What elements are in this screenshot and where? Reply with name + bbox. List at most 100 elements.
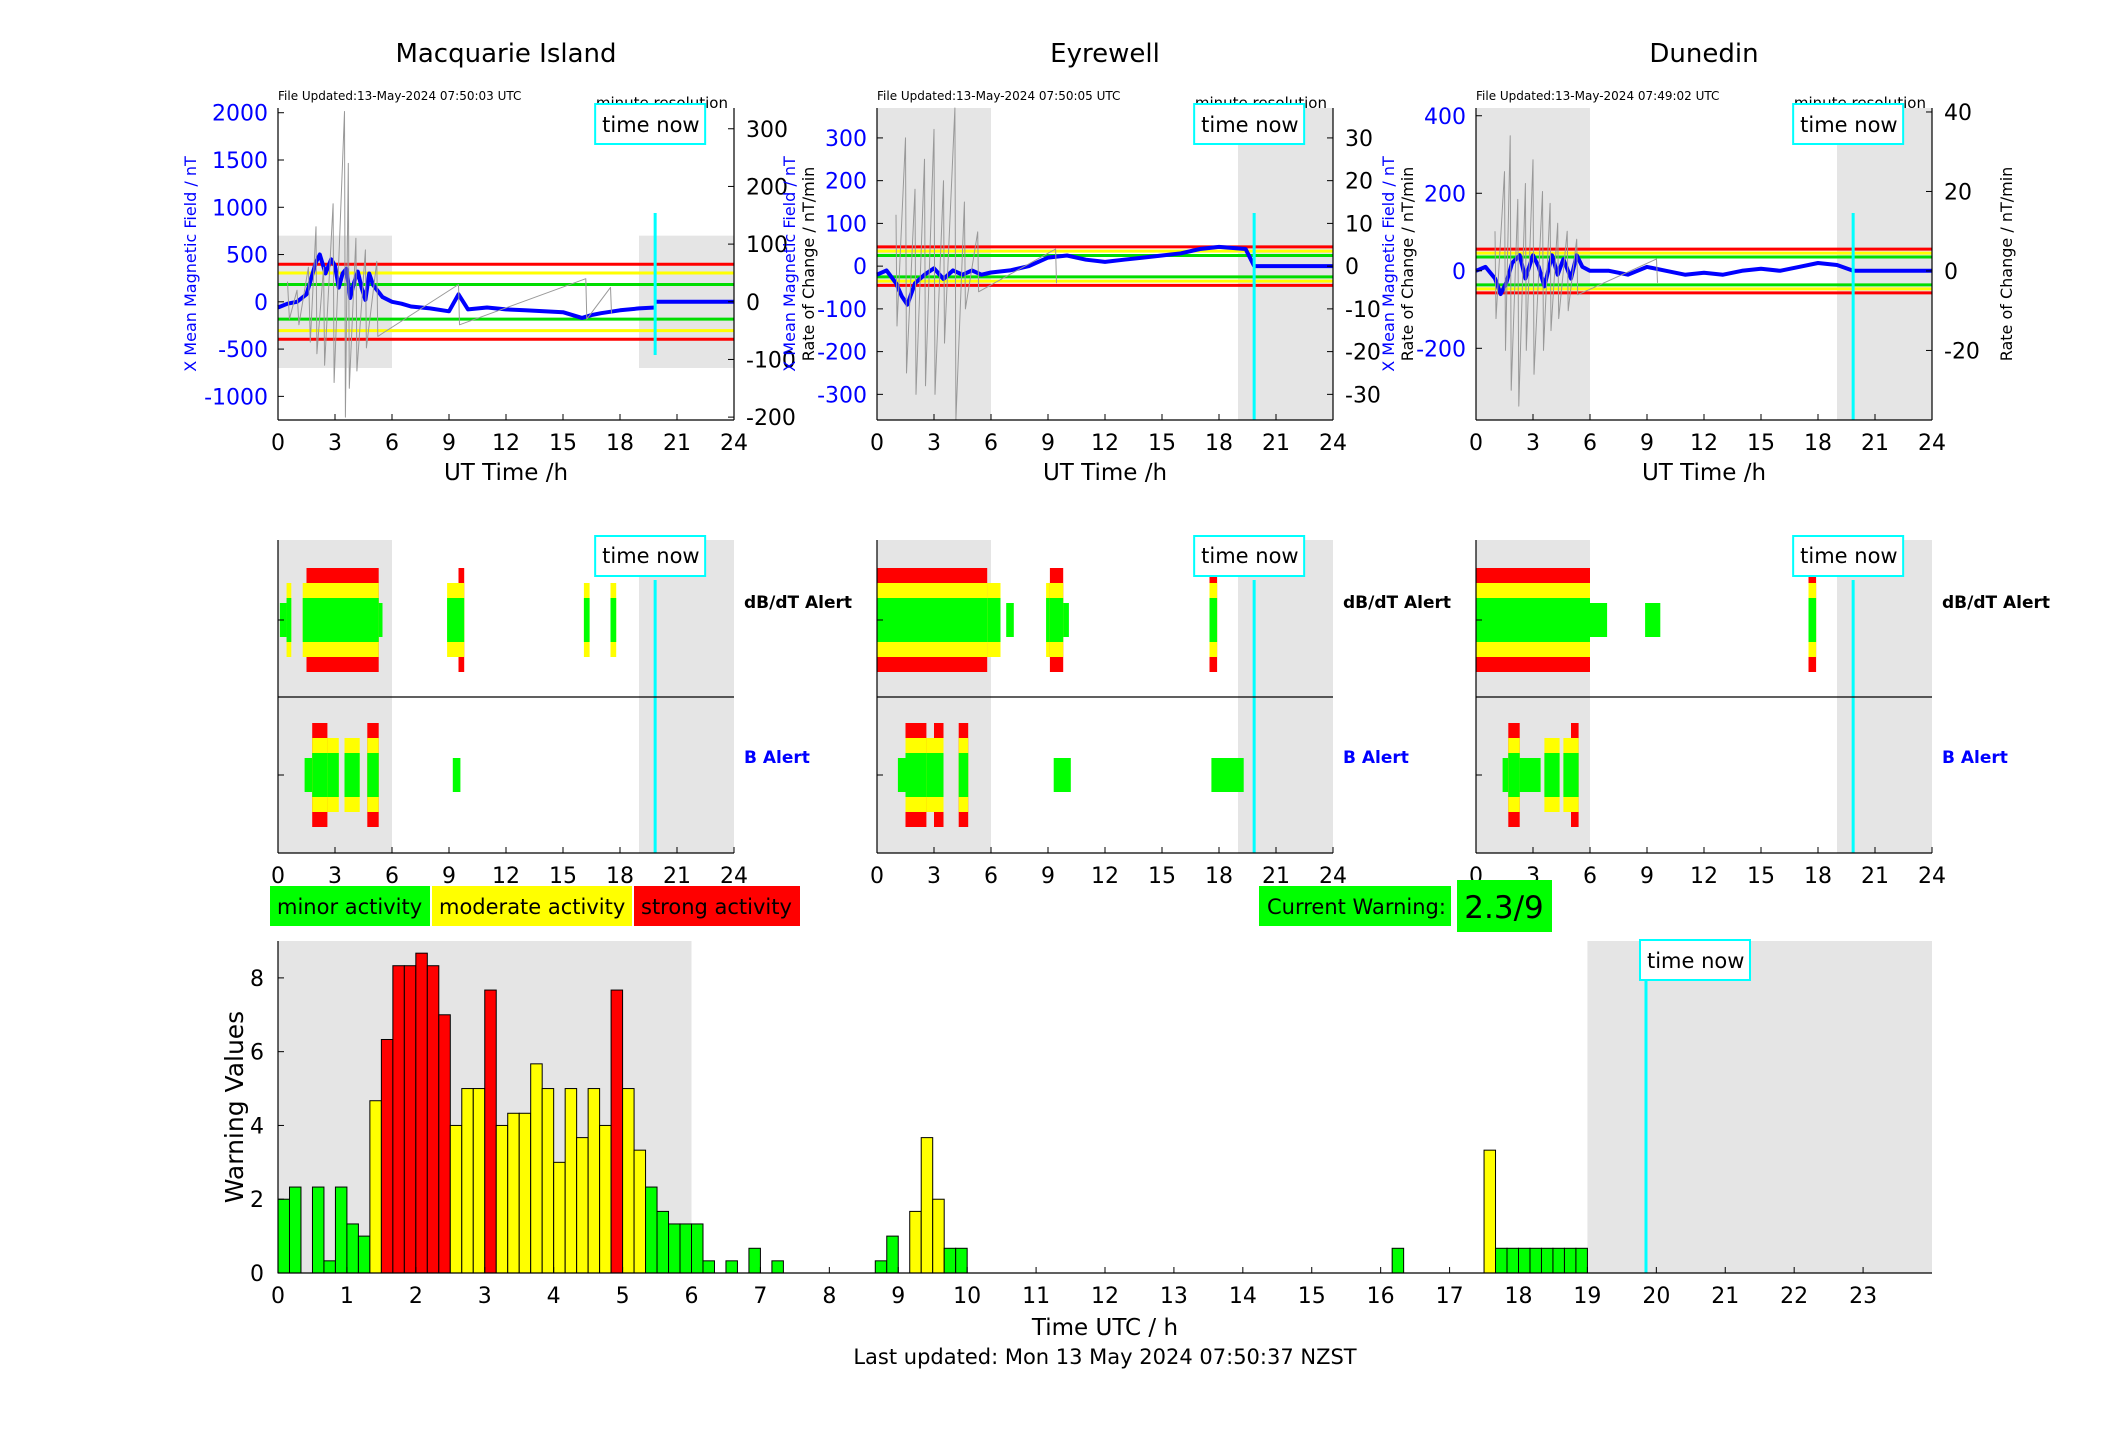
y-tick-label-left: 300 (825, 127, 867, 152)
x-tick-label: 15 (549, 431, 577, 456)
alert-interval-minor (1209, 598, 1218, 642)
last-updated-label: Last updated: Mon 13 May 2024 07:50:37 N… (853, 1345, 1356, 1369)
x-tick-label: 0 (271, 431, 285, 456)
current-warning-label-box (1259, 886, 1451, 926)
warning-bar (874, 1260, 888, 1274)
y-tick-label-left: 1000 (212, 196, 268, 221)
x-tick-label: 13 (1160, 1284, 1188, 1309)
y-tick-label-right: -100 (746, 348, 796, 373)
dbdt-alert-label: dB/dT Alert (744, 593, 852, 613)
alert-panel-0: time now 0 3 6 9 12 15 18 21 24 dB/dT Alert B Alert (271, 535, 852, 889)
warning-bar (288, 1186, 302, 1274)
y-axis-label-left: X Mean Magnetic Field / nT (181, 156, 200, 372)
y-tick-label-right: 40 (1944, 101, 1972, 126)
alert-interval-minor (1476, 598, 1590, 642)
time-now-box (594, 103, 707, 145)
legend-label-minor: minor activity (277, 895, 422, 919)
warning-bar (507, 1112, 520, 1274)
warning-bar (1540, 1247, 1554, 1274)
warning-bar (564, 1088, 578, 1274)
y-tick-label-left: -200 (817, 341, 867, 366)
x-tick-label: 0 (271, 1284, 285, 1309)
alert-interval-minor (286, 598, 292, 642)
x-tick-label: 3 (927, 431, 941, 456)
y-tick-label-left: 500 (226, 244, 268, 269)
x-tick-label: 2 (409, 1284, 423, 1309)
x-tick-label: 3 (328, 864, 342, 889)
legend-label-moderate: moderate activity (439, 895, 625, 919)
y-tick-label: 6 (250, 1041, 264, 1066)
warning-bar (472, 1088, 486, 1274)
warning-bar (599, 1124, 612, 1274)
y-tick-label-right: -10 (1345, 298, 1381, 323)
y-tick-label-left: -500 (218, 338, 268, 363)
x-tick-label: 6 (1583, 431, 1597, 456)
alert-interval-minor (958, 753, 969, 797)
x-tick-label: 1 (340, 1284, 354, 1309)
alert-interval-minor (367, 753, 379, 797)
y-tick-label-left: 400 (1424, 105, 1466, 130)
x-tick-label: 6 (385, 431, 399, 456)
x-tick-label: 12 (1091, 1284, 1119, 1309)
y-tick-label-right: 20 (1944, 180, 1972, 205)
time-now-box (1193, 103, 1306, 145)
y-tick-label-right: 100 (746, 233, 788, 258)
warning-bar (277, 1198, 290, 1274)
x-axis-label: UT Time /h (444, 460, 568, 486)
alert-interval-minor (1563, 753, 1571, 797)
series-rate_of_change (895, 107, 1057, 421)
x-tick-label: 18 (1505, 1284, 1533, 1309)
alert-interval-minor (877, 598, 988, 642)
time-now-label: time now (1201, 113, 1298, 137)
y-tick-label-left: 1500 (212, 149, 268, 174)
x-tick-label: 6 (685, 1284, 699, 1309)
b-alert-label: B Alert (744, 748, 810, 768)
warning-bar (1495, 1247, 1508, 1274)
x-tick-label: 18 (1205, 431, 1233, 456)
warning-bar (334, 1186, 348, 1274)
x-tick-label: 15 (1148, 431, 1176, 456)
x-tick-label: 15 (1298, 1284, 1326, 1309)
alert-interval-minor (583, 598, 590, 642)
alert-interval-minor (447, 598, 459, 642)
x-tick-label: 6 (984, 864, 998, 889)
warning-bar (955, 1247, 968, 1274)
alert-interval-minor (1049, 598, 1064, 642)
x-tick-label: 21 (663, 431, 691, 456)
alert-interval-minor (1063, 603, 1069, 637)
warning-bar (1506, 1247, 1520, 1274)
warning-bar (461, 1088, 474, 1274)
alert-interval-minor (1006, 603, 1014, 637)
y-tick-label: 2 (250, 1188, 264, 1213)
series-mean_field (876, 244, 1256, 307)
station-title: Eyrewell (1050, 39, 1160, 69)
x-tick-label: 0 (870, 864, 884, 889)
warning-bar (1518, 1247, 1531, 1274)
x-tick-label: 18 (606, 431, 634, 456)
alert-interval-minor (1211, 758, 1244, 792)
y-tick-label-left: 0 (853, 255, 867, 280)
series-rate_of_change (1494, 135, 1658, 407)
alert-interval-minor (1645, 603, 1661, 637)
x-tick-label: 6 (385, 864, 399, 889)
x-tick-label: 9 (1640, 864, 1654, 889)
warning-bar (323, 1260, 336, 1274)
x-axis-label: UT Time /h (1642, 460, 1766, 486)
x-tick-label: 4 (547, 1284, 561, 1309)
warning-bar (1483, 1149, 1497, 1274)
warning-bar (668, 1223, 681, 1274)
magnetometer-panel-1: 0 3 6 9 12 15 18 21 24-300-200-1000100200300-30-… (780, 39, 1417, 486)
alert-interval-minor (987, 598, 1001, 642)
x-tick-label: 6 (1583, 864, 1597, 889)
alert-interval-minor (610, 598, 617, 642)
alert-interval-minor (1508, 753, 1520, 797)
x-tick-label: 19 (1573, 1284, 1601, 1309)
warning-bar (426, 965, 440, 1274)
y-axis-label-left: X Mean Magnetic Field / nT (1379, 156, 1398, 372)
warning-bar (610, 989, 624, 1274)
x-tick-label: 12 (1690, 864, 1718, 889)
alert-interval-minor (452, 758, 461, 792)
warning-bar (886, 1235, 899, 1274)
x-tick-label: 6 (984, 431, 998, 456)
